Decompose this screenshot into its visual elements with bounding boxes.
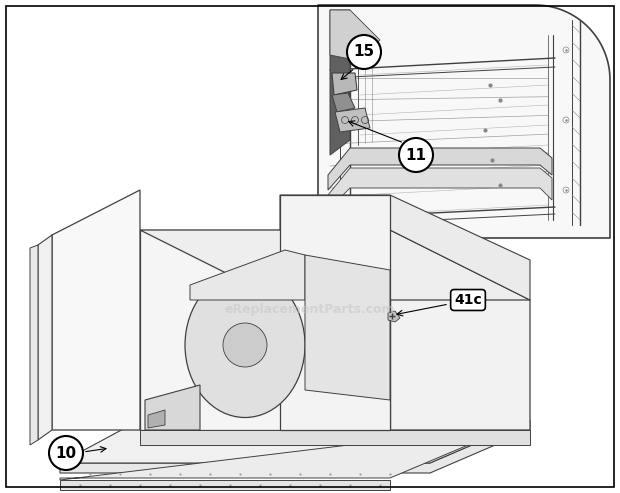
Polygon shape (332, 93, 355, 112)
Polygon shape (140, 230, 390, 430)
Polygon shape (330, 10, 380, 60)
Polygon shape (60, 420, 530, 473)
Polygon shape (332, 73, 357, 95)
Text: 11: 11 (405, 147, 427, 163)
Polygon shape (140, 230, 530, 300)
Polygon shape (148, 410, 165, 428)
Polygon shape (330, 10, 350, 155)
Polygon shape (280, 195, 530, 300)
Text: 41c: 41c (454, 293, 482, 307)
Polygon shape (60, 480, 390, 490)
Polygon shape (60, 440, 480, 480)
Circle shape (347, 35, 381, 69)
Polygon shape (190, 250, 305, 300)
Polygon shape (328, 148, 552, 190)
Polygon shape (328, 168, 552, 210)
Ellipse shape (185, 273, 305, 418)
Polygon shape (318, 5, 610, 238)
Text: eReplacementParts.com: eReplacementParts.com (224, 304, 396, 317)
Polygon shape (52, 190, 140, 430)
Polygon shape (388, 311, 400, 322)
Polygon shape (145, 385, 200, 430)
Polygon shape (30, 245, 38, 445)
Text: 10: 10 (55, 446, 76, 460)
Text: 15: 15 (353, 44, 374, 60)
Polygon shape (140, 430, 530, 445)
Polygon shape (390, 240, 530, 430)
Circle shape (49, 436, 83, 470)
Polygon shape (60, 420, 530, 463)
Polygon shape (305, 255, 390, 400)
Circle shape (223, 323, 267, 367)
Polygon shape (280, 195, 390, 430)
Polygon shape (38, 235, 52, 440)
Circle shape (399, 138, 433, 172)
Polygon shape (335, 108, 370, 132)
